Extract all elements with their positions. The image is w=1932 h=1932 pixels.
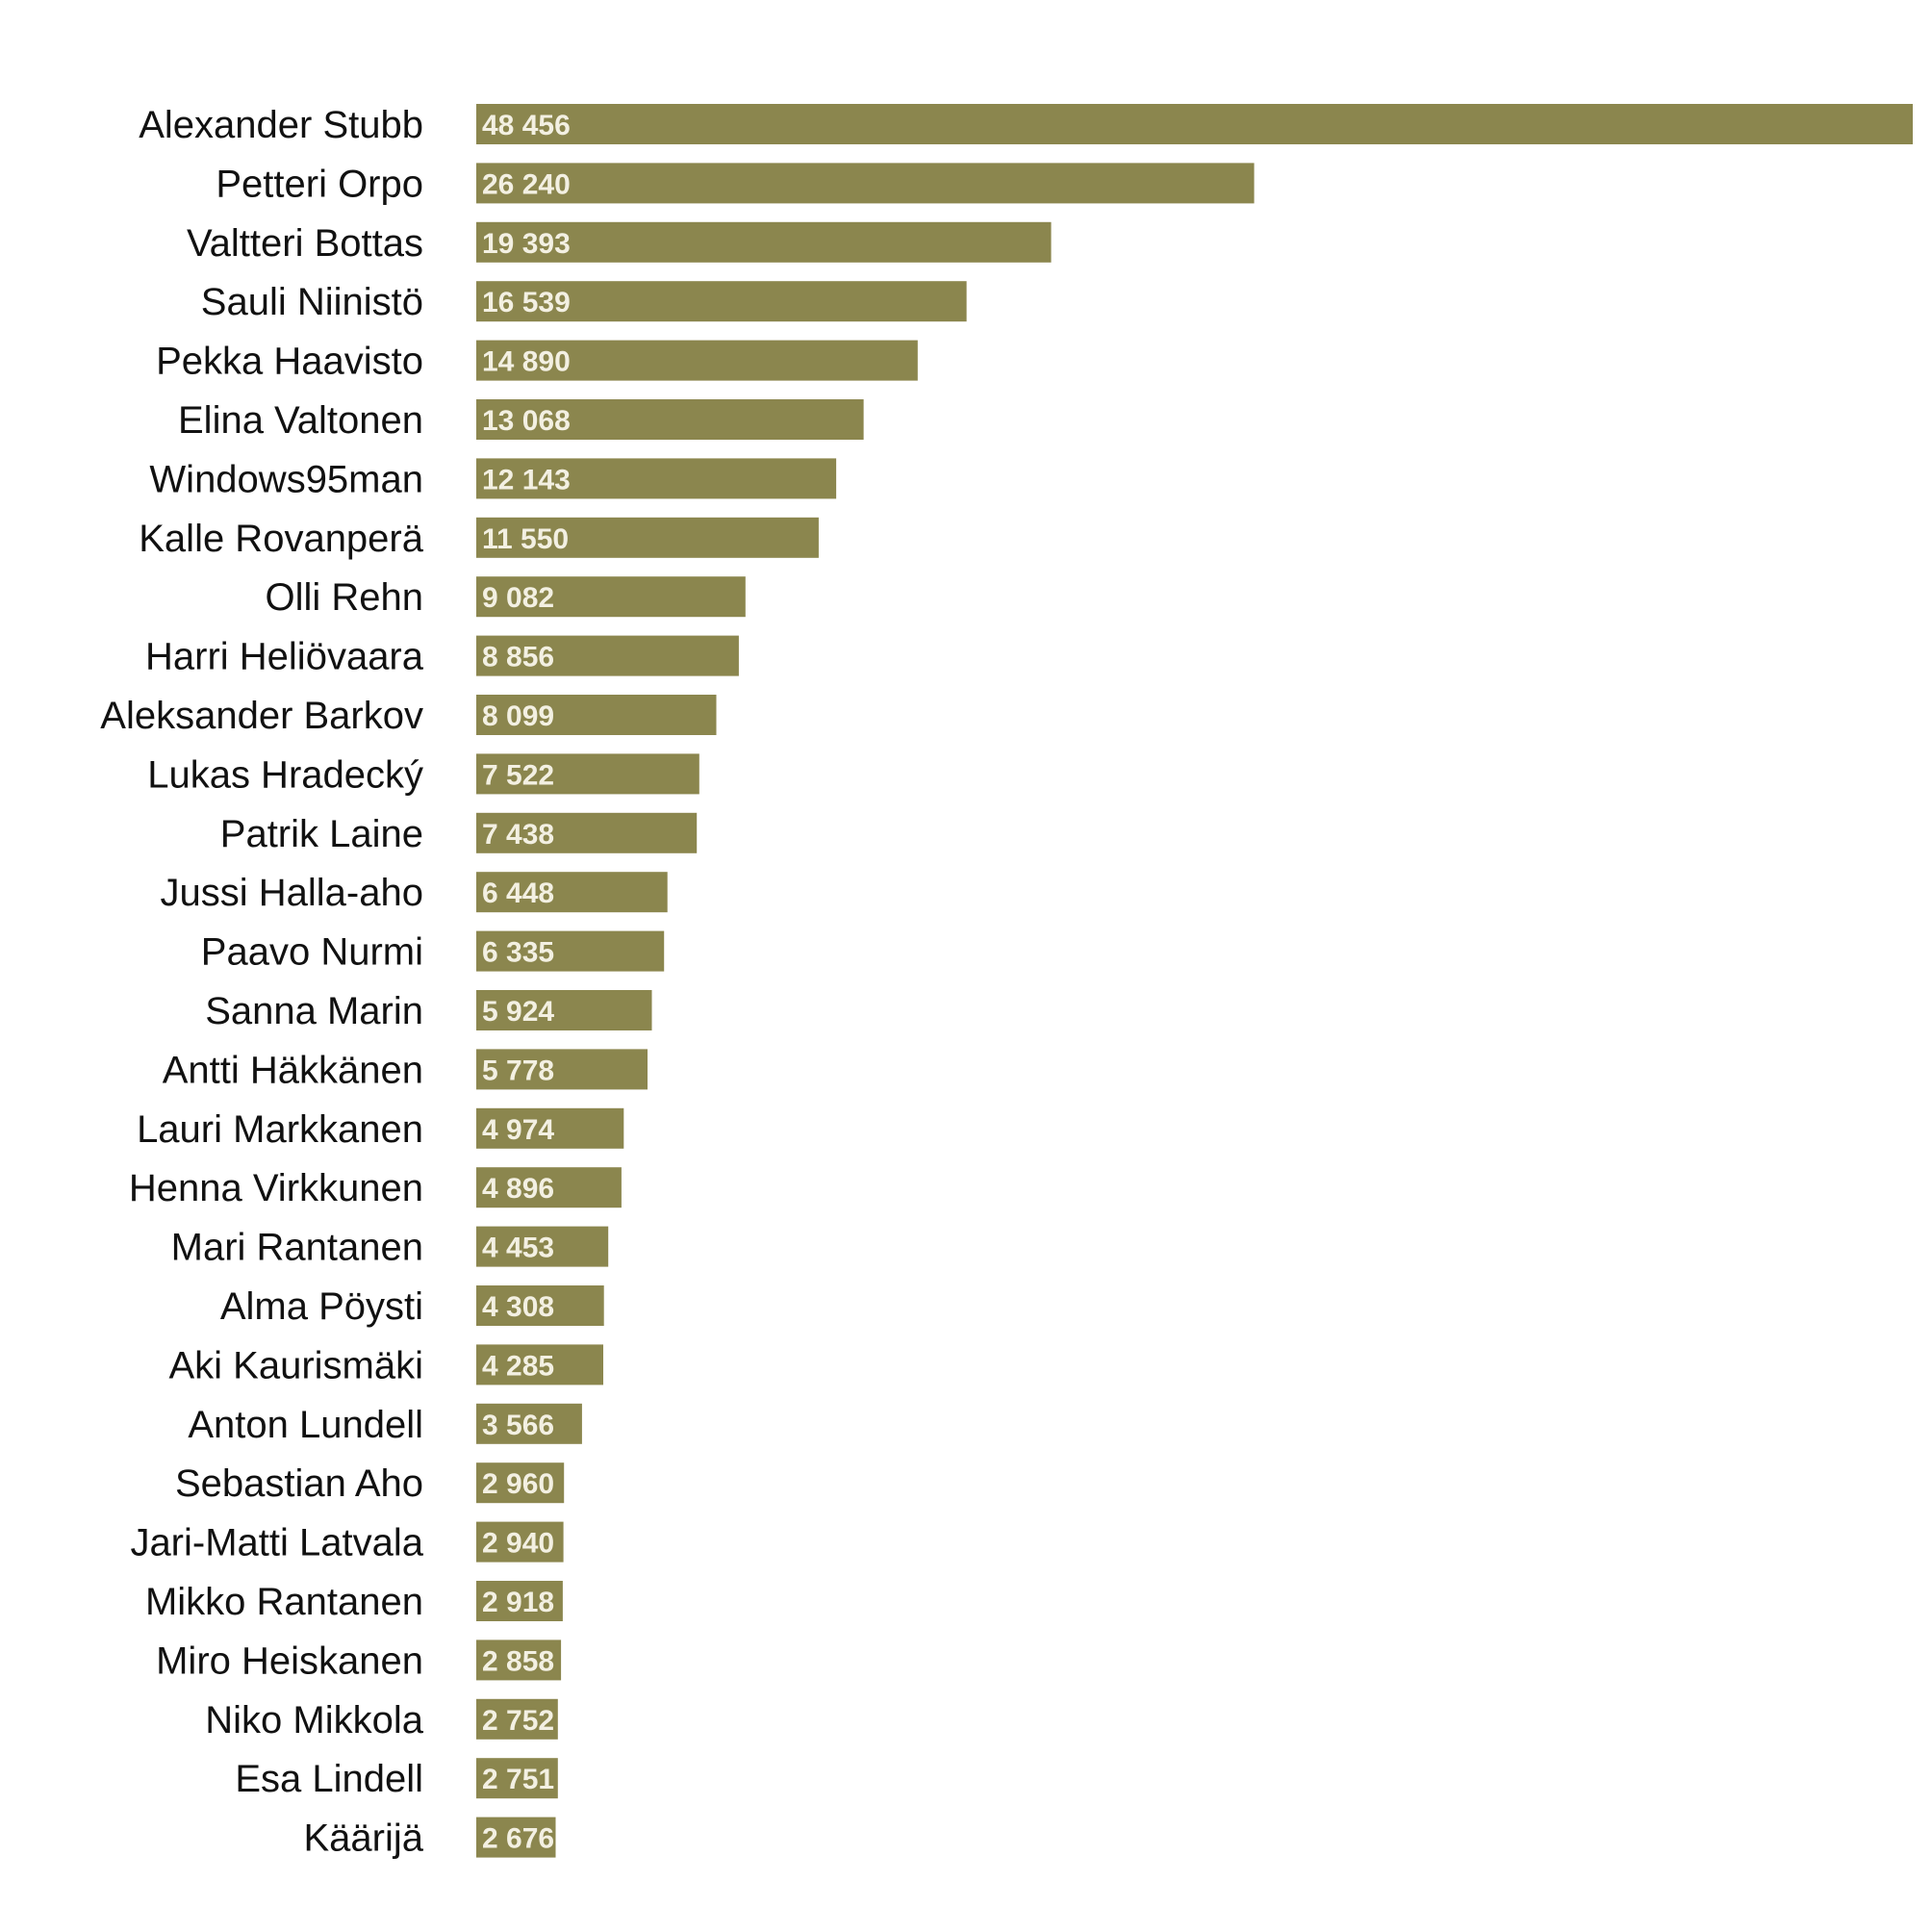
value-label: 13 068	[482, 405, 571, 437]
value-label: 2 918	[482, 1587, 554, 1618]
category-label: Paavo Nurmi	[201, 931, 423, 974]
bar	[476, 1758, 558, 1799]
bar	[476, 1285, 604, 1326]
value-label: 14 890	[482, 346, 571, 378]
value-label: 4 974	[482, 1114, 554, 1146]
value-label: 7 522	[482, 759, 554, 791]
value-label: 2 960	[482, 1468, 554, 1500]
category-label: Käärijä	[303, 1818, 423, 1860]
category-label: Lauri Markkanen	[137, 1108, 423, 1151]
bar	[476, 1640, 562, 1681]
category-label: Elina Valtonen	[178, 399, 423, 442]
bar	[476, 104, 1913, 144]
value-label: 2 940	[482, 1528, 554, 1560]
bar	[476, 990, 652, 1030]
bar	[476, 872, 668, 913]
category-label: Harri Heliövaara	[145, 636, 424, 678]
value-label: 26 240	[482, 168, 571, 200]
value-label: 8 856	[482, 642, 554, 674]
category-label: Sebastian Aho	[175, 1462, 423, 1505]
value-label: 4 896	[482, 1173, 554, 1205]
value-label: 6 335	[482, 937, 554, 969]
bar	[476, 1344, 603, 1385]
value-label: 16 539	[482, 287, 571, 318]
category-label: Valtteri Bottas	[187, 222, 423, 265]
category-label: Esa Lindell	[235, 1758, 423, 1800]
bars	[476, 104, 1913, 1858]
bar	[476, 812, 698, 853]
value-label: 19 393	[482, 228, 571, 260]
category-label: Jussi Halla-aho	[161, 872, 423, 914]
category-label: Henna Virkkunen	[129, 1167, 423, 1209]
bar	[476, 635, 739, 676]
category-label: Aleksander Barkov	[100, 695, 423, 737]
bar	[476, 221, 1052, 263]
value-label: 5 778	[482, 1055, 554, 1086]
category-label: Petteri Orpo	[216, 163, 423, 205]
value-label: 4 285	[482, 1350, 554, 1382]
bar	[476, 930, 665, 972]
bar	[476, 695, 717, 735]
bar	[476, 1403, 582, 1444]
category-label: Sanna Marin	[205, 990, 423, 1032]
category-label: Sauli Niinistö	[201, 281, 423, 323]
bar	[476, 1049, 648, 1090]
category-label: Anton Lundell	[188, 1404, 423, 1446]
bar	[476, 281, 967, 322]
value-label: 11 550	[482, 523, 569, 555]
category-labels: Alexander Stubb Petteri Orpo Valtteri Bott…	[100, 104, 423, 1860]
value-label: 5 924	[482, 996, 554, 1028]
bar	[476, 576, 746, 618]
value-labels: 48 456 26 240 19 393 16 539 14 890 13 068 12 1…	[482, 110, 571, 1855]
category-label: Niko Mikkola	[205, 1699, 423, 1741]
bar	[476, 163, 1255, 204]
value-label: 4 308	[482, 1291, 554, 1323]
category-label: Alexander Stubb	[139, 104, 423, 146]
category-label: Pekka Haavisto	[156, 341, 423, 383]
value-label: 8 099	[482, 700, 554, 732]
value-label: 12 143	[482, 464, 571, 496]
category-label: Alma Pöysti	[220, 1285, 423, 1328]
bar	[476, 1817, 556, 1858]
category-label: Jari-Matti Latvala	[130, 1522, 423, 1564]
category-label: Antti Häkkänen	[163, 1049, 423, 1091]
category-label: Windows95man	[149, 458, 423, 500]
bar	[476, 1462, 565, 1504]
bar	[476, 1698, 558, 1740]
bar	[476, 399, 864, 440]
category-label: Patrik Laine	[220, 813, 423, 855]
value-label: 48 456	[482, 110, 571, 141]
value-label: 2 752	[482, 1705, 554, 1737]
category-label: Aki Kaurismäki	[168, 1344, 423, 1386]
category-label: Olli Rehn	[265, 576, 423, 619]
bar	[476, 1226, 609, 1267]
bar	[476, 1167, 622, 1208]
bar	[476, 1107, 624, 1149]
category-label: Kalle Rovanperä	[139, 518, 423, 560]
bar	[476, 753, 699, 795]
category-label: Mari Rantanen	[171, 1227, 423, 1269]
value-label: 9 082	[482, 582, 554, 614]
category-label: Miro Heiskanen	[156, 1640, 423, 1682]
bar	[476, 458, 837, 499]
bar	[476, 1581, 563, 1621]
category-label: Lukas Hradecký	[147, 753, 423, 796]
category-label: Mikko Rantanen	[145, 1581, 423, 1623]
value-label: 2 676	[482, 1823, 554, 1855]
value-label: 4 453	[482, 1233, 554, 1264]
value-label: 3 566	[482, 1410, 554, 1441]
bar	[476, 340, 918, 381]
bar	[476, 517, 819, 558]
value-label: 2 858	[482, 1645, 554, 1677]
value-label: 7 438	[482, 819, 554, 851]
bar	[476, 1521, 564, 1563]
value-label: 6 448	[482, 877, 554, 909]
value-label: 2 751	[482, 1764, 554, 1795]
